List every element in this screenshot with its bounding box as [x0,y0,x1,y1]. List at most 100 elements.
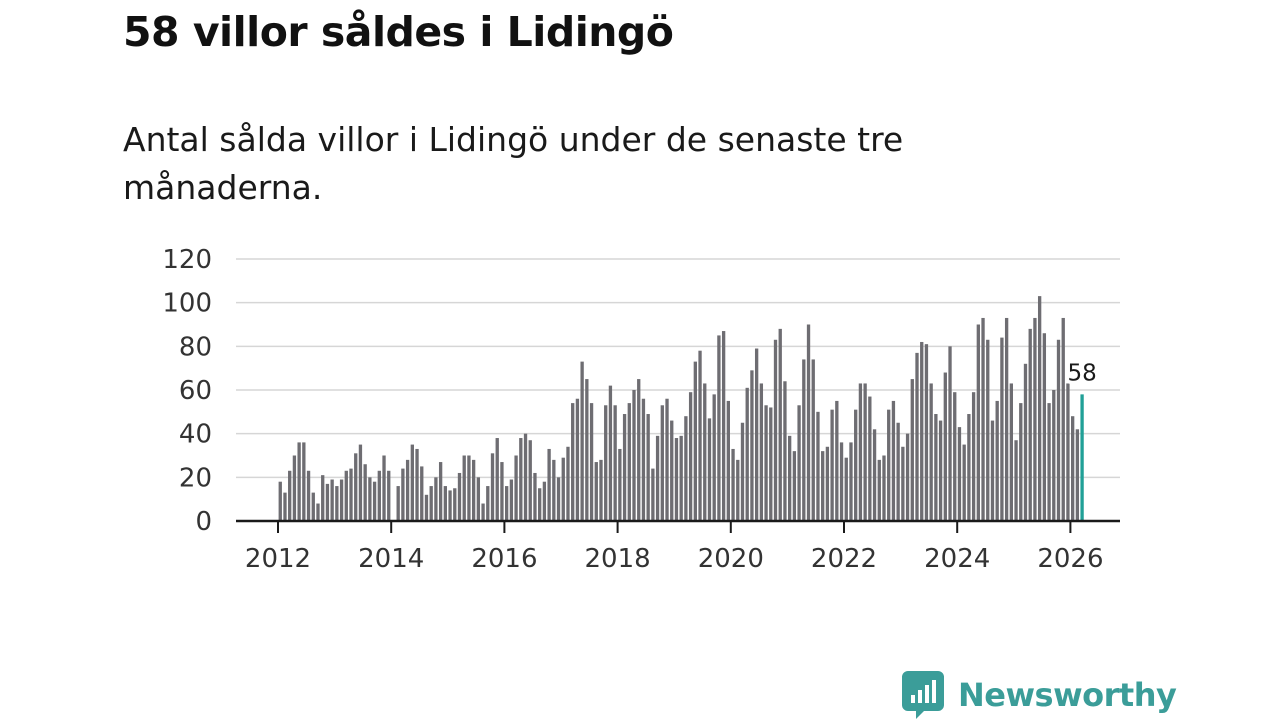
chart-subtitle: Antal sålda villor i Lidingö under de se… [123,120,904,207]
bar [1066,383,1070,521]
bar [971,392,976,521]
y-tick-label: 100 [162,289,212,319]
x-tick-label: 2024 [924,544,990,574]
bar [844,457,848,521]
bar [1033,317,1037,521]
bar [712,394,716,521]
bar [797,405,801,521]
bar [1037,296,1042,521]
bar [382,455,386,521]
bar [481,503,485,521]
bar [953,392,957,521]
bar [934,414,938,521]
bar [764,405,768,521]
bar [915,352,919,521]
bar [986,339,990,521]
bar [754,348,759,521]
bar [967,414,971,521]
bar [438,462,443,521]
bar [519,438,523,521]
bar [632,390,636,521]
bar [476,477,481,521]
bar [325,483,330,521]
y-tick-label: 20 [179,463,212,493]
bar [948,346,952,521]
bar [698,350,702,521]
bar [957,427,962,521]
y-tick-label: 80 [179,332,212,362]
bar [882,455,886,521]
bar [877,459,881,521]
bar [505,486,509,521]
bar [523,433,528,521]
bar [552,459,556,521]
bar [637,379,641,521]
bar [500,462,504,521]
bar [863,383,867,521]
bar [575,398,580,521]
bar [457,472,462,521]
bar [528,440,532,521]
bar [920,341,924,521]
bar [806,324,811,521]
bar [646,414,650,521]
bar [717,335,721,521]
bar [316,503,320,521]
bar [335,486,339,521]
bar [1000,337,1004,521]
bar [278,481,282,521]
x-tick-label: 2016 [471,544,537,574]
bar [976,324,980,521]
bar [509,479,514,521]
bar [1009,383,1013,521]
x-tick-label: 2026 [1037,544,1103,574]
bar [462,455,466,521]
bar [872,429,877,521]
bar [594,462,598,521]
bar [622,414,627,521]
bar [830,409,834,521]
y-tick-label: 0 [195,507,212,537]
bar [1019,403,1023,521]
bar [990,420,995,521]
bar [1061,317,1065,521]
bar [1004,317,1009,521]
bar [443,486,447,521]
bar [726,400,730,521]
bar [297,442,301,521]
chart-title: 58 villor såldes i Lidingö [123,8,674,56]
newsworthy-logo-icon [902,671,944,719]
bar [302,442,306,521]
bar [490,453,495,521]
axes [236,519,1120,533]
bar [434,477,438,521]
bar [566,446,570,521]
bar [816,411,820,521]
bar [703,383,707,521]
bar [363,464,367,521]
bar [788,435,792,521]
bar [835,400,839,521]
x-tick-label: 2020 [698,544,764,574]
bar [292,455,297,521]
bar [571,403,575,521]
bar [858,383,863,521]
bar [721,331,726,521]
x-tick-label: 2012 [245,544,311,574]
bar [405,459,410,521]
bar [495,438,499,521]
bar [938,420,943,521]
bar [1014,440,1018,521]
bar [674,438,679,521]
bar-highlight [1080,394,1084,521]
bar [750,370,754,521]
bar [891,400,896,521]
bar [471,459,476,521]
x-tick-label: 2018 [585,544,651,574]
bar [349,468,353,521]
x-tick-label: 2014 [358,544,424,574]
bar [339,479,344,521]
bar [424,494,429,521]
bar [420,466,424,521]
